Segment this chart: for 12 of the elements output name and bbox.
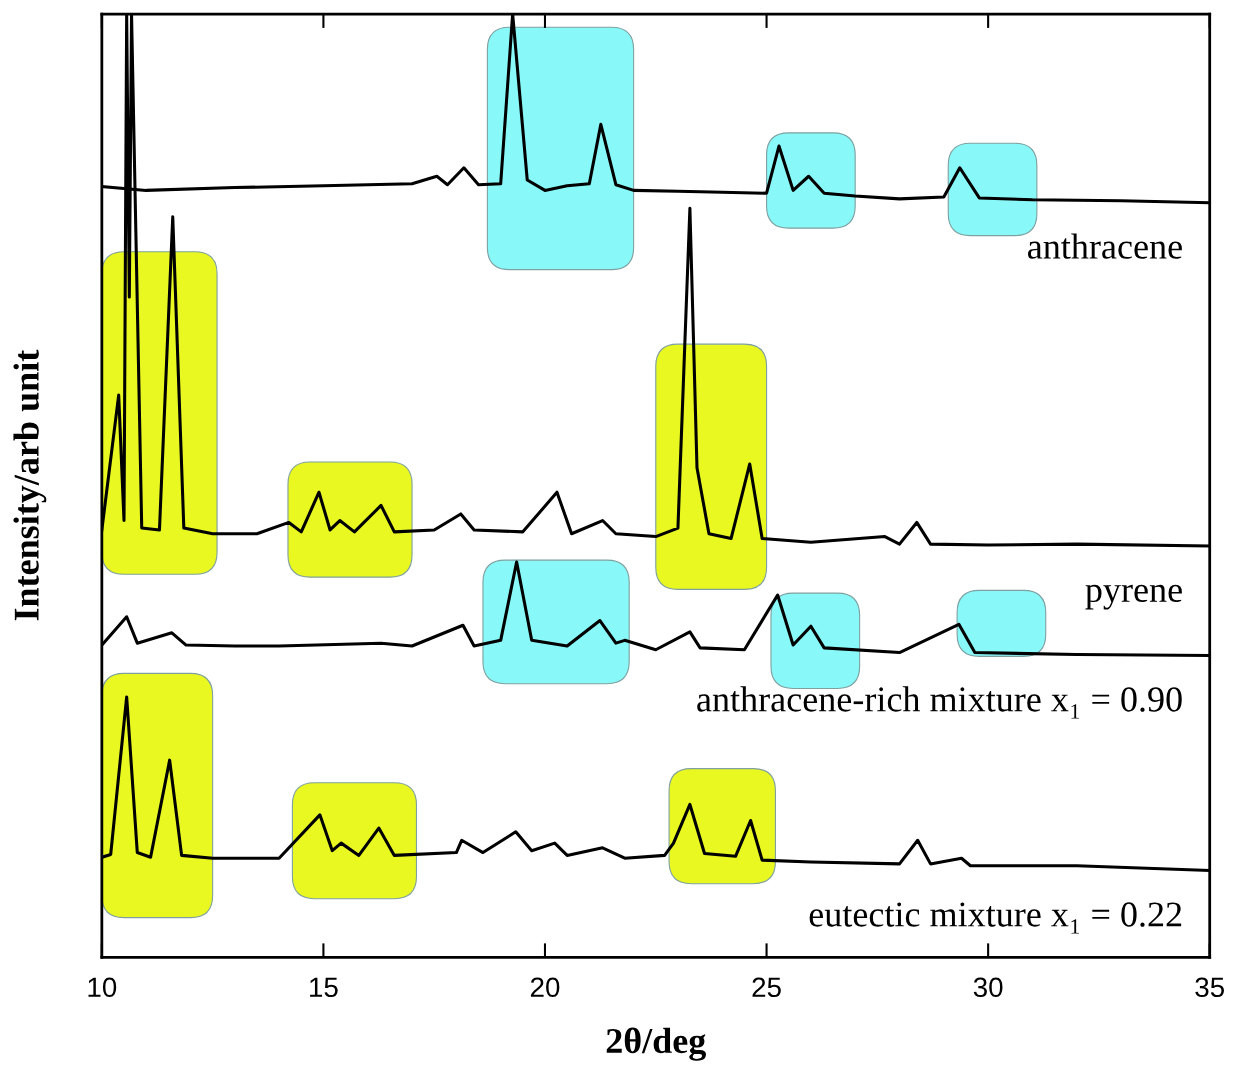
x-axis-title: 2θ/deg bbox=[606, 1027, 706, 1061]
x-tick-label: 15 bbox=[310, 977, 338, 998]
series-label: anthracene-rich mixture x₁ = 0.90 bbox=[697, 686, 1182, 719]
series-label: pyrene bbox=[1085, 584, 1182, 610]
x-tick-label: 10 bbox=[88, 977, 117, 998]
series-label: anthracene bbox=[1028, 233, 1182, 259]
x-tick-label: 35 bbox=[1195, 977, 1224, 998]
y-axis-title: Intensity/arb unit bbox=[13, 349, 47, 621]
series-label: eutectic mixture x₁ = 0.22 bbox=[809, 902, 1182, 934]
x-tick-label: 25 bbox=[752, 977, 781, 998]
x-tick-label: 30 bbox=[973, 977, 1003, 998]
x-tick-label: 20 bbox=[530, 977, 560, 998]
